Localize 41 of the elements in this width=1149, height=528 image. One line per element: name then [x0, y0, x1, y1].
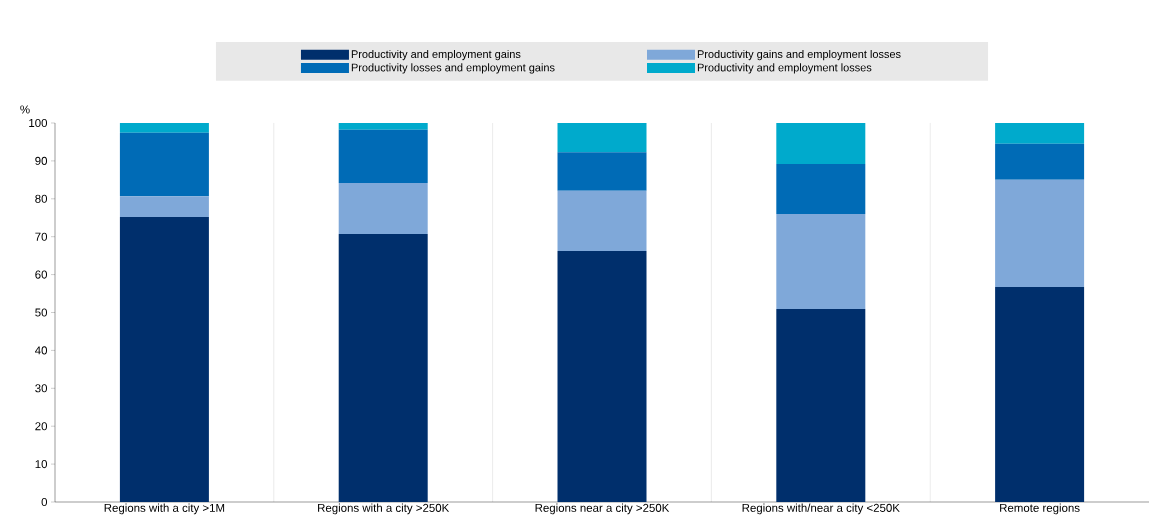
y-tick-label: 90	[35, 156, 48, 165]
bar	[995, 143, 1085, 180]
x-tick-label: Regions near a city >250K	[535, 503, 670, 515]
y-tick-label: 30	[35, 384, 48, 393]
bar	[776, 163, 866, 214]
y-tick-label: 0	[41, 497, 48, 507]
legend-label: Productivity losses and employment gains	[351, 63, 555, 74]
bar	[119, 216, 209, 502]
bar	[557, 152, 647, 191]
bar	[557, 251, 647, 502]
y-tick-label: 70	[35, 232, 48, 241]
bar	[119, 196, 209, 217]
y-tick-label: 10	[35, 460, 48, 469]
bar	[338, 123, 428, 130]
y-tick-label: 40	[35, 346, 48, 355]
x-tick-label: Remote regions	[1000, 503, 1080, 515]
bar	[119, 123, 209, 133]
y-tick-label: 60	[35, 270, 48, 279]
x-tick-label: Regions with/near a city <250K	[742, 503, 900, 515]
y-tick-label: 100	[29, 118, 48, 128]
bar	[119, 132, 209, 197]
bar	[338, 129, 428, 183]
x-tick-label: Regions with a city >250K	[318, 503, 450, 515]
legend-label: Productivity and employment gains	[351, 49, 521, 61]
bar	[995, 179, 1085, 288]
bar	[995, 287, 1085, 502]
bar	[776, 309, 866, 502]
bar	[776, 123, 866, 164]
y-tick-label: 80	[35, 194, 48, 203]
x-tick-label: Regions with a city >1M	[104, 503, 225, 515]
bar	[338, 182, 428, 235]
y-tick-label: 50	[35, 308, 48, 317]
bar	[557, 190, 647, 252]
bar	[338, 234, 428, 502]
bar	[995, 123, 1085, 144]
bar	[776, 213, 866, 310]
y-axis-title: %	[20, 105, 30, 114]
legend-label: Productivity gains and employment losses	[697, 49, 901, 61]
bar	[557, 123, 647, 153]
legend-label: Productivity and employment losses	[697, 63, 872, 74]
y-tick-label: 20	[35, 422, 48, 431]
